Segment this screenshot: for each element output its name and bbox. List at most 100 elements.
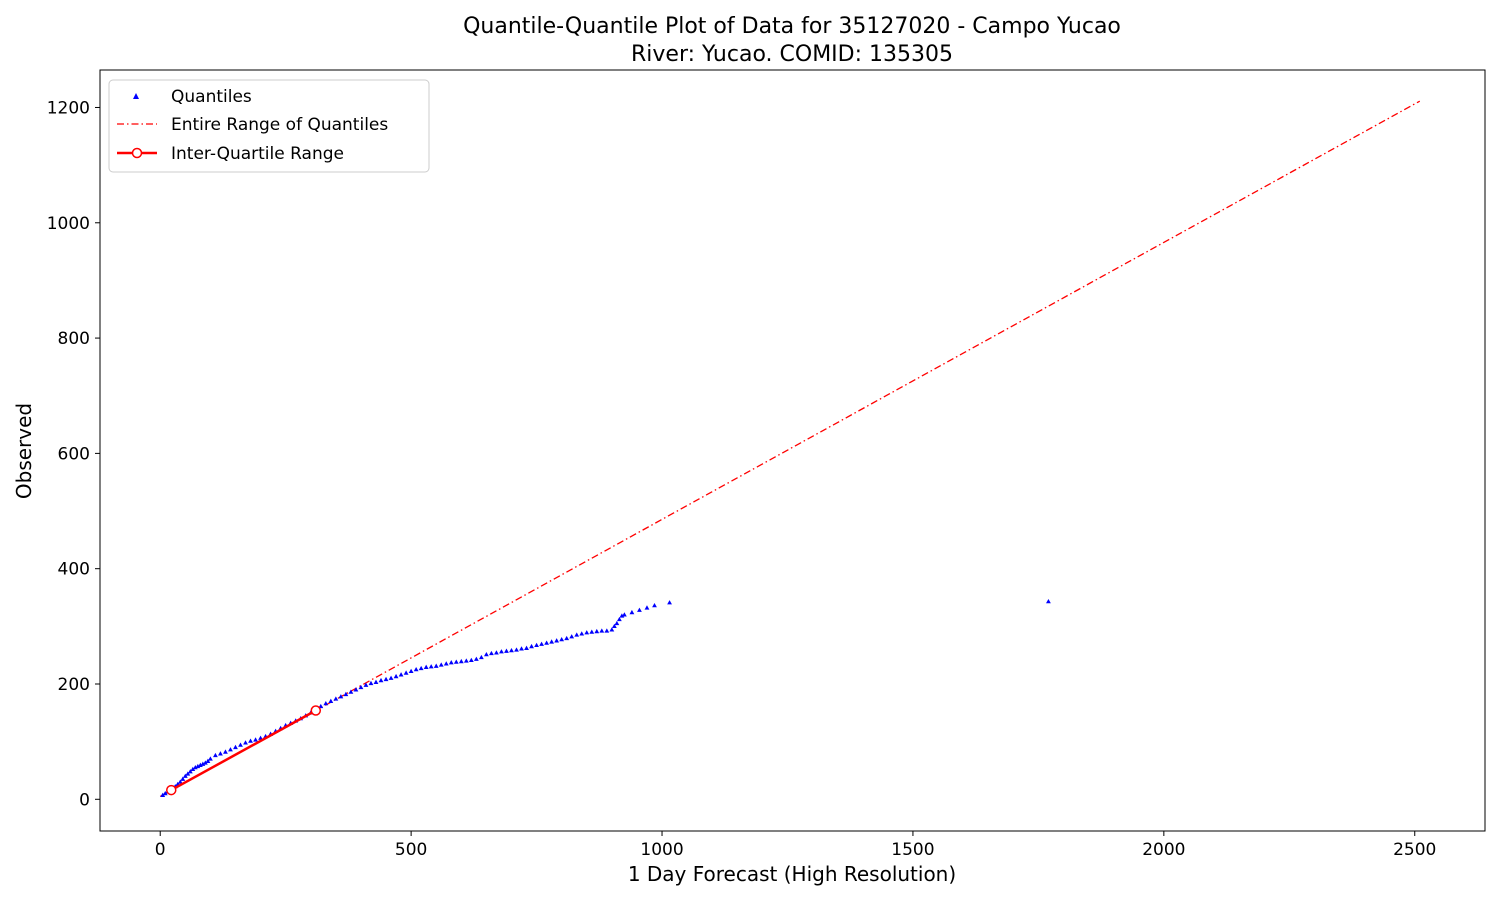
quantile-point (468, 657, 474, 663)
quantile-point (463, 658, 469, 663)
quantile-point (478, 654, 484, 660)
quantile-point (616, 616, 622, 622)
quantile-point (544, 640, 550, 645)
x-tick-label: 2000 (1142, 840, 1185, 860)
quantile-point (202, 760, 208, 765)
quantile-point (373, 679, 379, 684)
legend-iqr-marker (131, 147, 143, 159)
quantile-point (1046, 598, 1051, 604)
quantile-point (160, 792, 166, 797)
quantile-point (223, 749, 228, 754)
quantile-point (238, 742, 243, 747)
quantile-point (564, 635, 570, 641)
quantile-point (323, 700, 329, 706)
quantile-point (594, 628, 600, 634)
x-tick-label: 500 (395, 840, 427, 860)
plot-area (100, 70, 1485, 831)
quantile-point (343, 691, 349, 697)
quantile-point (388, 675, 394, 680)
quantile-point (519, 646, 524, 651)
quantile-point (403, 670, 409, 675)
quantile-point (483, 651, 489, 657)
quantile-point (504, 648, 509, 653)
quantile-point (569, 634, 575, 639)
quantile-point (197, 762, 203, 767)
quantile-point (187, 769, 193, 774)
quantile-point (190, 766, 196, 772)
quantile-point (614, 620, 620, 626)
quantile-point (599, 628, 605, 633)
iqr-line (170, 709, 317, 792)
x-tick-label: 1000 (640, 840, 683, 860)
quantile-point (258, 735, 263, 740)
quantile-point (213, 752, 218, 758)
quantile-point (524, 645, 529, 650)
quantile-point (383, 676, 389, 682)
legend-label-quantiles: Quantiles (171, 87, 252, 107)
y-tick-label: 800 (58, 329, 90, 349)
quantile-point (398, 672, 404, 677)
quantile-point (621, 612, 627, 617)
y-axis-label: Observed (12, 403, 36, 499)
chart-title: Quantile-Quantile Plot of Data for 35127… (463, 14, 1121, 39)
quantile-point (162, 790, 168, 796)
quantile-point (338, 694, 344, 699)
legend-label-iqr: Inter-Quartile Range (171, 144, 344, 164)
quantile-point (667, 600, 672, 605)
quantile-point (554, 638, 560, 643)
quantile-point (177, 779, 183, 784)
quantile-point (358, 684, 364, 690)
quantile-point (489, 650, 494, 656)
quantile-point (637, 607, 642, 612)
quantile-point (539, 641, 544, 646)
quantile-point (192, 764, 198, 770)
quantile-point (408, 668, 414, 674)
quantile-point (333, 696, 339, 701)
quantile-point (438, 662, 444, 667)
y-tick-label: 1000 (47, 214, 90, 234)
quantile-point (619, 613, 625, 618)
quantile-point (443, 661, 449, 666)
legend-quantiles-marker (133, 93, 139, 99)
quantile-point (393, 673, 399, 679)
quantile-point (353, 687, 359, 692)
quantile-point (609, 627, 615, 632)
quantile-point (453, 659, 459, 664)
quantile-point (195, 763, 201, 769)
quantile-point (185, 771, 191, 776)
quantile-point (458, 658, 464, 664)
quantile-point (228, 747, 233, 752)
quantile-point (182, 773, 188, 778)
x-tick-label: 0 (155, 840, 166, 860)
y-tick-label: 200 (58, 675, 90, 695)
quantile-point (428, 664, 434, 669)
y-tick-label: 1200 (47, 98, 90, 118)
quantile-point (494, 650, 499, 655)
quantile-point (433, 663, 439, 668)
quantile-point (253, 737, 258, 742)
quantile-point (448, 660, 454, 665)
quantile-point (559, 636, 565, 642)
quantile-point (652, 602, 657, 608)
iqr-point (310, 705, 322, 716)
legend-box (108, 79, 430, 173)
quantile-point (200, 761, 206, 766)
quantile-point (205, 758, 211, 763)
quantile-point (574, 632, 580, 637)
quantile-point (348, 689, 354, 694)
quantile-point (363, 682, 369, 687)
plot-frame (99, 69, 1486, 832)
quantile-point (368, 680, 374, 686)
quantile-point (644, 605, 650, 610)
quantile-point (413, 666, 419, 672)
plot-marks (159, 100, 1421, 797)
quantile-point (423, 664, 429, 669)
quantile-point (233, 744, 238, 750)
quantile-point (207, 756, 213, 761)
quantile-point (584, 630, 590, 635)
y-tick-label: 0 (79, 790, 90, 810)
quantile-point (328, 698, 334, 703)
quantile-point (629, 609, 635, 615)
quantile-point (499, 649, 504, 654)
